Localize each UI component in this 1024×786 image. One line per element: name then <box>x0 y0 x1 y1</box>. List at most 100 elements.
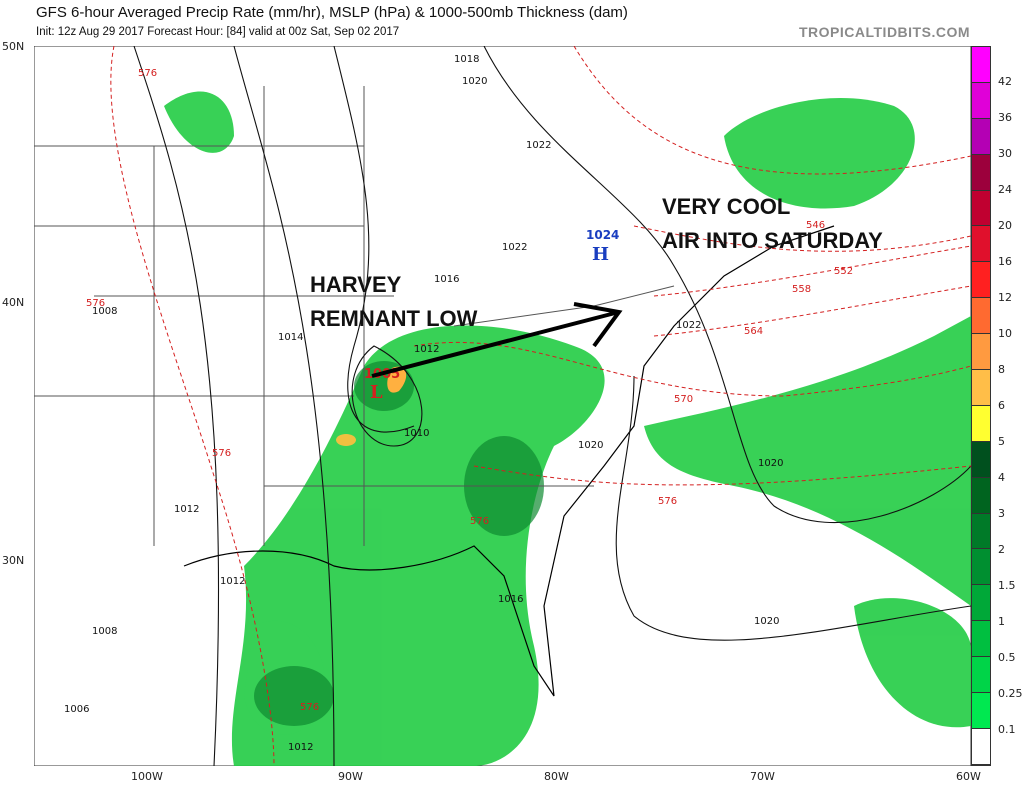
colorbar-tick-label: 16 <box>998 255 1012 268</box>
colorbar-tick-label: 24 <box>998 183 1012 196</box>
colorbar-bin <box>972 334 990 371</box>
colorbar-bin <box>972 262 990 299</box>
brand-watermark: TROPICALTIDBITS.COM <box>798 24 970 40</box>
colorbar-bin <box>972 693 990 729</box>
isobar-label: 1022 <box>676 320 701 331</box>
isobar-label: 1014 <box>278 332 303 343</box>
chart-title: GFS 6-hour Averaged Precip Rate (mm/hr),… <box>36 4 628 21</box>
colorbar-tick-label: 20 <box>998 219 1012 232</box>
colorbar-bin <box>972 226 990 263</box>
lat-label-40n: 40N <box>2 296 25 309</box>
isobar-label: 1016 <box>498 594 523 605</box>
colorbar-bin <box>972 513 990 550</box>
annotation-remnant-low: REMNANT LOW <box>310 306 478 331</box>
colorbar-tick-label: 1 <box>998 615 1005 628</box>
isobar-label: 1020 <box>758 458 783 469</box>
isobar-label: 1022 <box>502 242 527 253</box>
colorbar-tick-label: 4 <box>998 471 1005 484</box>
isobar-label: 1022 <box>526 140 551 151</box>
colorbar-tick-label: 8 <box>998 363 1005 376</box>
colorbar-bin <box>972 585 990 622</box>
precip-main-band <box>231 325 605 766</box>
thickness-label: 576 <box>658 496 677 507</box>
isobar-label: 1020 <box>754 616 779 627</box>
colorbar-tick-label: 1.5 <box>998 579 1016 592</box>
high-pressure-symbol: H <box>592 244 609 265</box>
colorbar-tick-label: 0.25 <box>998 687 1023 700</box>
isobar-label: 1010 <box>404 428 429 439</box>
colorbar-bin <box>972 657 990 694</box>
isobar-label: 1008 <box>92 306 117 317</box>
colorbar-bin <box>972 405 990 442</box>
thickness-label: 546 <box>806 220 825 231</box>
colorbar-tick-label: 3 <box>998 507 1005 520</box>
precip-colorbar <box>971 46 991 766</box>
colorbar-tick-label: 0.5 <box>998 651 1016 664</box>
precip-atlantic <box>644 316 971 606</box>
thickness-label: 570 <box>674 394 693 405</box>
lon-label-90w: 90W <box>338 770 363 783</box>
thickness-label: 576 <box>212 448 231 459</box>
thickness-label: 552 <box>834 266 853 277</box>
colorbar-tick-label: 0.1 <box>998 723 1016 736</box>
isobar-label: 1008 <box>92 626 117 637</box>
precip-west-atlantic <box>854 598 971 728</box>
colorbar-bin <box>972 477 990 514</box>
lon-label-80w: 80W <box>544 770 569 783</box>
precip-peak-yellow <box>336 434 356 446</box>
thickness-label: 564 <box>744 326 763 337</box>
precip-areas <box>164 91 971 766</box>
high-pressure-value: 1024 <box>586 228 619 242</box>
annotation-very-cool: VERY COOL <box>662 194 790 219</box>
colorbar-tick-label: 6 <box>998 399 1005 412</box>
coastline <box>183 225 835 697</box>
isobar-label: 1006 <box>64 704 89 715</box>
lon-label-70w: 70W <box>750 770 775 783</box>
lon-label-60w: 60W <box>956 770 981 783</box>
colorbar-bin <box>972 190 990 227</box>
colorbar-tick-label: 2 <box>998 543 1005 556</box>
colorbar-bin <box>972 728 990 765</box>
colorbar-bin <box>972 441 990 478</box>
colorbar-tick-label: 36 <box>998 111 1012 124</box>
thickness-label: 558 <box>792 284 811 295</box>
colorbar-bin <box>972 621 990 658</box>
precip-heavy-gulf <box>254 666 334 726</box>
thickness-lines <box>110 46 971 766</box>
colorbar-bin <box>972 549 990 586</box>
colorbar-tick-label: 42 <box>998 75 1012 88</box>
isobar-label: 1020 <box>578 440 603 451</box>
precip-peak-orange <box>387 366 407 393</box>
isobar-label: 1012 <box>414 344 439 355</box>
colorbar-bin <box>972 370 990 406</box>
isobar-label: 1020 <box>462 76 487 87</box>
colorbar-bin <box>972 82 990 119</box>
colorbar-tick-label: 30 <box>998 147 1012 160</box>
thickness-label: 576 <box>138 68 157 79</box>
isobar-label: 1018 <box>454 54 479 65</box>
chart-subtitle: Init: 12z Aug 29 2017 Forecast Hour: [84… <box>36 26 400 38</box>
annotation-air-into-saturday: AIR INTO SATURDAY <box>662 228 883 253</box>
weather-map: 1018 1020 1022 1022 1016 1014 1012 1012 … <box>34 46 971 766</box>
colorbar-bin <box>972 154 990 191</box>
annotation-harvey: HARVEY <box>310 272 402 297</box>
lon-label-100w: 100W <box>131 770 163 783</box>
colorbar-bin <box>972 47 990 83</box>
movement-arrow-icon <box>371 302 623 378</box>
thickness-label: 576 <box>86 298 105 309</box>
lat-label-50n: 50N <box>2 40 25 53</box>
isobar-label: 1012 <box>288 742 313 753</box>
colorbar-tick-label: 5 <box>998 435 1005 448</box>
isobar-label: 1016 <box>434 274 459 285</box>
isobar-label: 1012 <box>220 576 245 587</box>
thickness-label: 576 <box>300 702 319 713</box>
colorbar-tick-label: 12 <box>998 291 1012 304</box>
colorbar-bin <box>972 298 990 335</box>
thickness-label: 576 <box>470 516 489 527</box>
isobar-label: 1012 <box>174 504 199 515</box>
lat-label-30n: 30N <box>2 554 25 567</box>
colorbar-bin <box>972 118 990 155</box>
precip-ne-canada <box>724 97 915 209</box>
precip-west <box>164 91 234 153</box>
low-pressure-symbol: L <box>370 382 383 403</box>
